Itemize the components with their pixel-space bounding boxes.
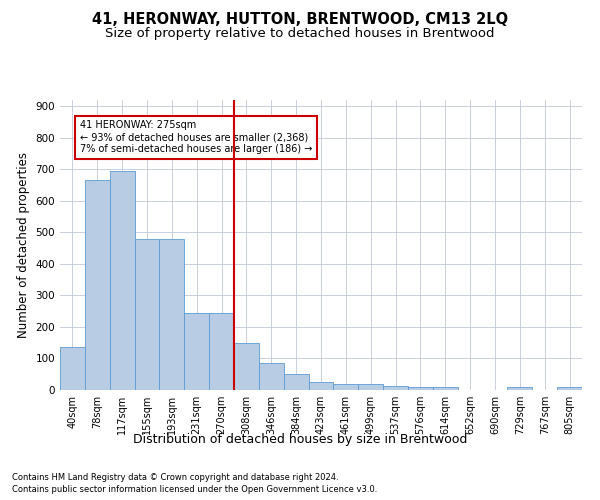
Bar	[259, 362, 284, 390]
Bar	[160, 238, 184, 390]
Bar	[60, 348, 85, 390]
Bar	[358, 384, 383, 390]
Bar	[508, 388, 532, 390]
Text: Contains HM Land Registry data © Crown copyright and database right 2024.: Contains HM Land Registry data © Crown c…	[12, 472, 338, 482]
Bar	[110, 171, 134, 390]
Text: Contains public sector information licensed under the Open Government Licence v3: Contains public sector information licen…	[12, 485, 377, 494]
Bar	[557, 387, 582, 390]
Bar	[134, 238, 160, 390]
Y-axis label: Number of detached properties: Number of detached properties	[17, 152, 30, 338]
Bar	[383, 386, 408, 390]
Text: 41 HERONWAY: 275sqm
← 93% of detached houses are smaller (2,368)
7% of semi-deta: 41 HERONWAY: 275sqm ← 93% of detached ho…	[80, 120, 312, 154]
Text: Size of property relative to detached houses in Brentwood: Size of property relative to detached ho…	[105, 28, 495, 40]
Bar	[334, 384, 358, 390]
Text: Distribution of detached houses by size in Brentwood: Distribution of detached houses by size …	[133, 432, 467, 446]
Bar	[308, 382, 334, 390]
Bar	[433, 388, 458, 390]
Bar	[284, 374, 308, 390]
Bar	[85, 180, 110, 390]
Bar	[408, 388, 433, 390]
Bar	[234, 344, 259, 390]
Bar	[184, 313, 209, 390]
Bar	[209, 313, 234, 390]
Text: 41, HERONWAY, HUTTON, BRENTWOOD, CM13 2LQ: 41, HERONWAY, HUTTON, BRENTWOOD, CM13 2L…	[92, 12, 508, 28]
